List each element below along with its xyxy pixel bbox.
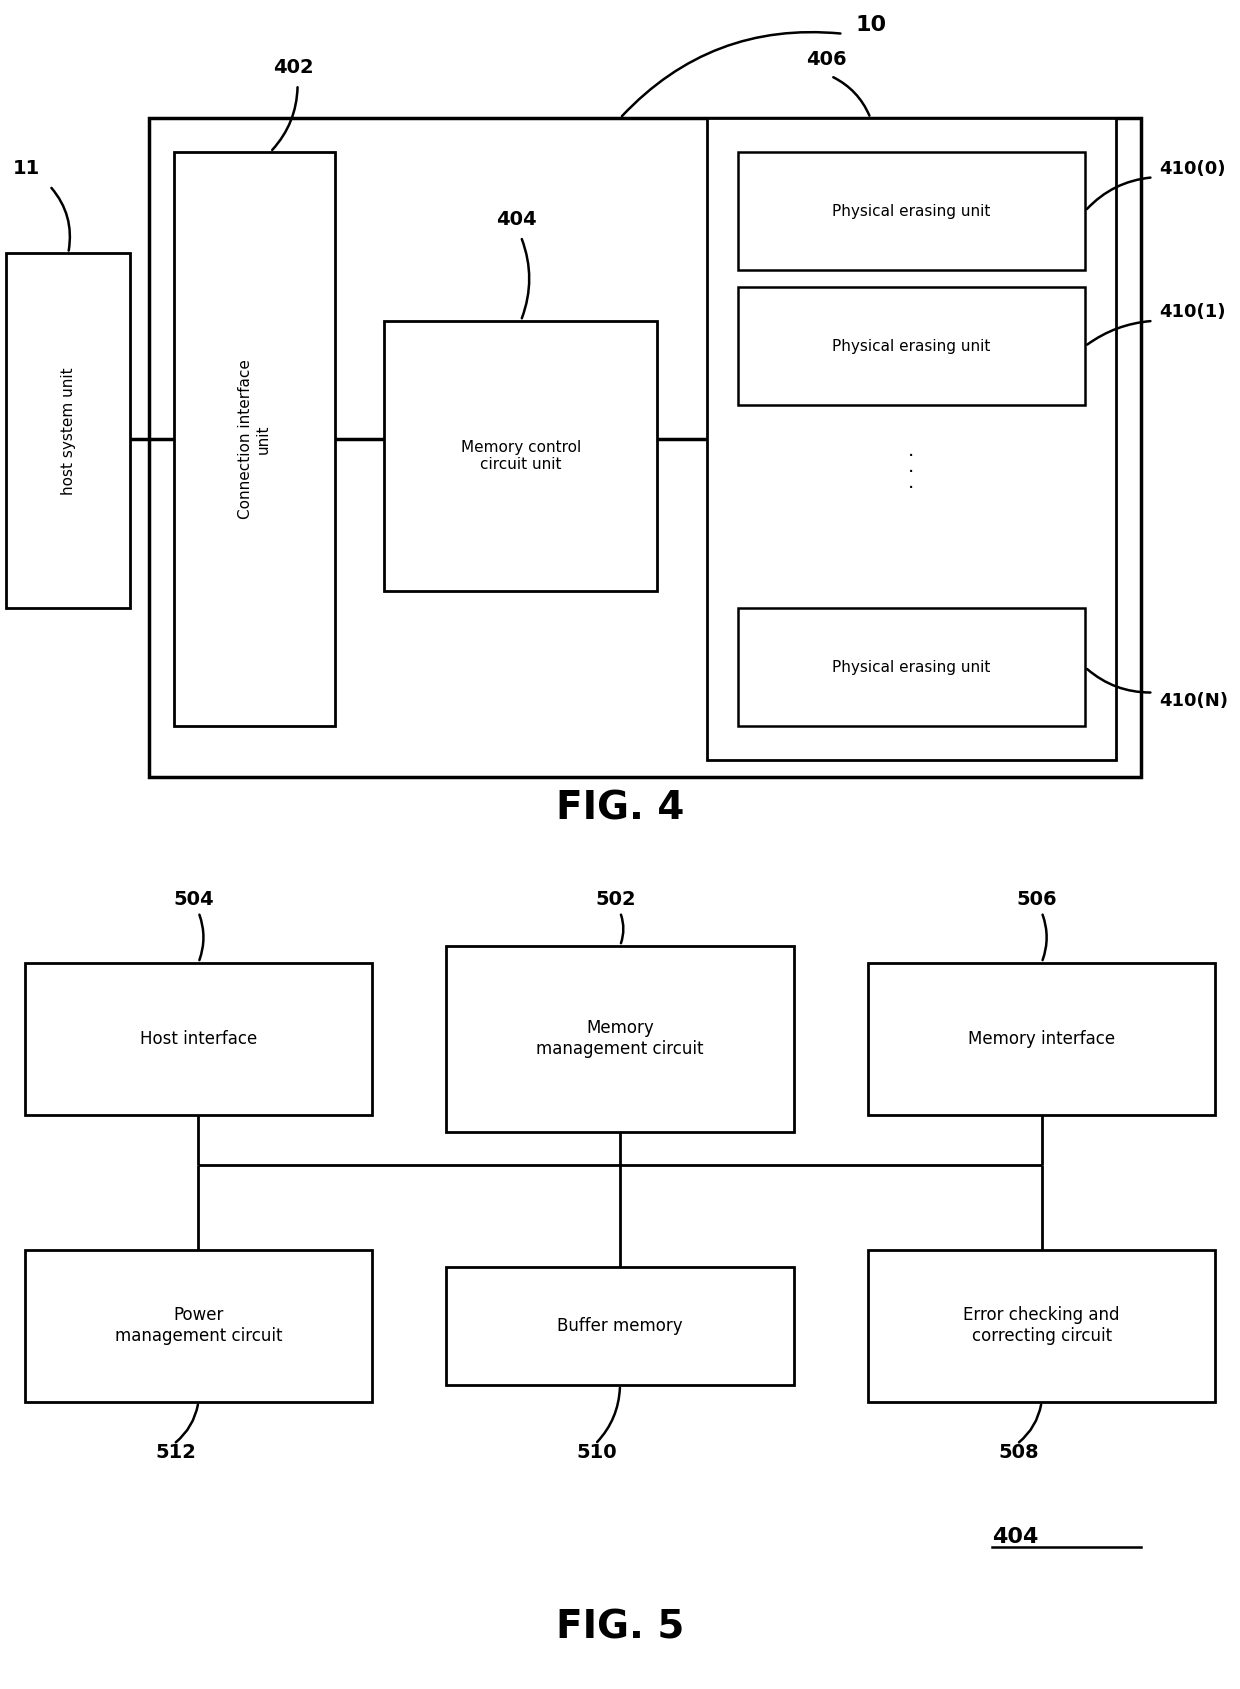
Text: Host interface: Host interface [140, 1030, 257, 1047]
Text: Buffer memory: Buffer memory [557, 1317, 683, 1334]
Text: 410(1): 410(1) [1159, 304, 1226, 321]
Bar [738, 608, 1085, 726]
Bar [868, 963, 1215, 1115]
Text: Connection interface
unit: Connection interface unit [238, 360, 270, 519]
Text: 508: 508 [998, 1442, 1039, 1463]
Bar [6, 253, 130, 608]
Text: 10: 10 [856, 15, 887, 35]
Bar [25, 963, 372, 1115]
Text: Power
management circuit: Power management circuit [114, 1307, 283, 1344]
Text: Physical erasing unit: Physical erasing unit [832, 339, 991, 353]
Bar [174, 152, 335, 726]
Bar [738, 152, 1085, 270]
Bar [738, 287, 1085, 405]
Bar [25, 1250, 372, 1402]
Text: 512: 512 [155, 1442, 196, 1463]
Text: 504: 504 [174, 890, 215, 909]
Text: 11: 11 [12, 159, 40, 179]
Text: host system unit: host system unit [61, 367, 76, 495]
Text: FIG. 4: FIG. 4 [556, 790, 684, 828]
Text: 410(N): 410(N) [1159, 692, 1229, 709]
Text: Physical erasing unit: Physical erasing unit [832, 204, 991, 218]
Bar [446, 946, 794, 1132]
Text: Memory interface: Memory interface [968, 1030, 1115, 1047]
Text: 404: 404 [992, 1527, 1038, 1547]
Text: Memory control
circuit unit: Memory control circuit unit [461, 439, 580, 473]
Bar [707, 118, 1116, 760]
Text: 406: 406 [806, 49, 847, 69]
Bar [446, 1267, 794, 1385]
Bar [384, 321, 657, 591]
Text: 410(0): 410(0) [1159, 160, 1226, 177]
Text: Memory
management circuit: Memory management circuit [536, 1020, 704, 1057]
Text: ·
·
·: · · · [908, 448, 915, 498]
Text: 502: 502 [595, 890, 636, 909]
Text: 402: 402 [273, 57, 314, 78]
Bar [868, 1250, 1215, 1402]
Bar [149, 118, 1141, 777]
Text: Physical erasing unit: Physical erasing unit [832, 660, 991, 674]
Text: 510: 510 [577, 1442, 618, 1463]
Text: 506: 506 [1017, 890, 1058, 909]
Text: FIG. 5: FIG. 5 [556, 1610, 684, 1647]
Text: 404: 404 [496, 209, 537, 230]
Text: Error checking and
correcting circuit: Error checking and correcting circuit [963, 1307, 1120, 1344]
